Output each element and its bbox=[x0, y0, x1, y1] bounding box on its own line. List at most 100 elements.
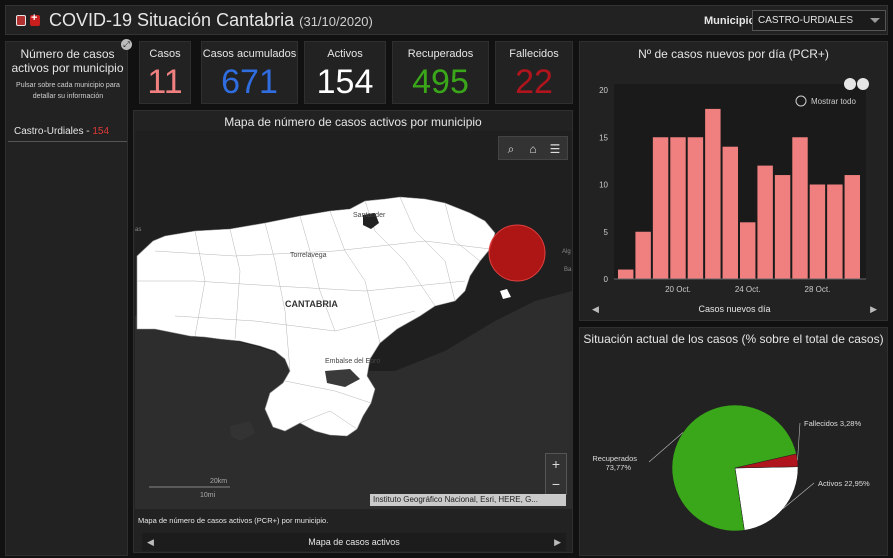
pie-label: Activos 22,95% bbox=[818, 479, 870, 488]
bar-chart: Mostrar todo 0 5 10 15 20 20 Oct. 24 Oct. 28 Oct… bbox=[599, 78, 869, 294]
municipio-select-value: CASTRO-URDIALES bbox=[758, 15, 854, 26]
municipio-list-panel: Número de casos activos por municipio ⤢ … bbox=[5, 39, 132, 556]
pie-leader-line bbox=[782, 482, 815, 509]
bar[interactable] bbox=[652, 137, 669, 279]
pie-slice[interactable] bbox=[671, 404, 797, 532]
municipio-select[interactable]: CASTRO-URDIALES bbox=[752, 10, 886, 31]
label-ba: Ba bbox=[564, 267, 572, 273]
label-cantabria: CANTABRIA bbox=[285, 299, 338, 309]
show-all-label[interactable]: Mostrar todo bbox=[811, 97, 856, 106]
list-title: Número de casos activos por municipio bbox=[11, 47, 124, 75]
bar[interactable] bbox=[687, 137, 704, 279]
pie-value-label: 73,77% bbox=[606, 463, 632, 472]
map-view[interactable]: Santander Torrelavega CANTABRIA Embalse … bbox=[135, 131, 572, 509]
next-arrow-icon[interactable]: ▶ bbox=[554, 537, 561, 547]
municipality-borders bbox=[137, 196, 491, 430]
map-canvas: Santander Torrelavega CANTABRIA Embalse … bbox=[135, 131, 572, 509]
y-tick-label: 5 bbox=[604, 228, 609, 237]
home-icon[interactable]: ⌂ bbox=[529, 142, 537, 156]
zoom-controls: + − bbox=[545, 453, 567, 495]
header-bar: COVID-19 Situación Cantabria (31/10/2020… bbox=[5, 5, 888, 35]
kpi-activos: Activos 154 bbox=[304, 41, 386, 104]
label-as: as bbox=[135, 227, 141, 233]
label-alg: Alg bbox=[562, 249, 571, 255]
scale-km: 20km bbox=[210, 478, 227, 485]
kpi-casos-acumulados: Casos acumulados 671 bbox=[201, 41, 298, 104]
y-tick-label: 10 bbox=[599, 181, 608, 190]
map-title: Mapa de número de casos activos por muni… bbox=[224, 115, 482, 129]
map-caption: Mapa de número de casos activos (PCR+) p… bbox=[138, 516, 329, 525]
label-santander: Santander bbox=[353, 212, 386, 219]
active-cases-bubble[interactable] bbox=[488, 224, 546, 282]
bar[interactable] bbox=[740, 222, 756, 279]
bar[interactable] bbox=[670, 137, 686, 279]
x-tick-label: 28 Oct. bbox=[805, 285, 831, 294]
search-icon[interactable]: ⌕ bbox=[507, 142, 515, 156]
title-text: COVID-19 Situación Cantabria bbox=[49, 10, 295, 30]
zoom-out-button[interactable]: − bbox=[551, 476, 561, 492]
map-attribution[interactable]: Instituto Geográfico Nacional, Esri, HER… bbox=[370, 494, 566, 506]
embalse-water bbox=[325, 369, 360, 387]
kpi-fallecidos: Fallecidos 22 bbox=[495, 41, 573, 104]
bar[interactable] bbox=[618, 269, 634, 279]
scale-mi: 10mi bbox=[200, 492, 216, 499]
bar-chart-nav-label: Casos nuevos día bbox=[698, 304, 771, 314]
kpi-label: Activos bbox=[327, 48, 363, 60]
bar[interactable] bbox=[844, 175, 860, 279]
bar[interactable] bbox=[705, 108, 721, 280]
list-item-name: Castro-Urdiales - bbox=[14, 126, 93, 137]
pie-label: Recuperados bbox=[592, 454, 637, 463]
bar[interactable] bbox=[774, 175, 791, 279]
title-date: (31/10/2020) bbox=[299, 14, 373, 29]
kpi-recuperados: Recuperados 495 bbox=[392, 41, 489, 104]
chevron-down-icon bbox=[870, 18, 880, 23]
pie-leader-line bbox=[648, 432, 684, 463]
kpi-value: 671 bbox=[221, 63, 278, 101]
zoom-out-icon[interactable] bbox=[795, 95, 807, 107]
kpi-label: Casos acumulados bbox=[202, 48, 297, 60]
bar-chart-nav: ◀ Casos nuevos día ▶ bbox=[586, 301, 883, 318]
lake-shape bbox=[230, 421, 255, 441]
cantabria-region[interactable] bbox=[136, 196, 496, 437]
bar[interactable] bbox=[757, 165, 773, 279]
pie-chart-panel: Situación actual de los casos (% sobre e… bbox=[579, 327, 888, 556]
pie-leader-line bbox=[797, 422, 801, 461]
y-tick-label: 20 bbox=[599, 86, 608, 95]
cantabria-flag-icon bbox=[16, 15, 26, 26]
prev-arrow-icon[interactable]: ◀ bbox=[592, 304, 599, 314]
bar[interactable] bbox=[635, 231, 651, 279]
kpi-label: Recuperados bbox=[407, 48, 474, 60]
bar[interactable] bbox=[722, 146, 738, 279]
x-tick-label: 20 Oct. bbox=[665, 285, 691, 294]
health-cross-icon bbox=[30, 12, 40, 26]
pie-label: Fallecidos 3,28% bbox=[804, 419, 861, 428]
kpi-value: 154 bbox=[316, 63, 374, 101]
y-tick-label: 15 bbox=[599, 133, 608, 142]
x-tick-label: 24 Oct. bbox=[735, 285, 761, 294]
bar[interactable] bbox=[827, 184, 843, 280]
zoom-in-button[interactable]: + bbox=[551, 456, 561, 472]
small-coast-shape bbox=[500, 289, 511, 299]
municipio-label: Municipio bbox=[704, 15, 756, 27]
kpi-value: 495 bbox=[412, 63, 469, 101]
list-item[interactable]: Castro-Urdiales - 154 bbox=[8, 122, 127, 142]
prev-arrow-icon[interactable]: ◀ bbox=[147, 537, 154, 547]
legend-list-icon[interactable]: ☰ bbox=[549, 142, 561, 156]
map-nav-label: Mapa de casos activos bbox=[308, 537, 400, 547]
label-torrelavega: Torrelavega bbox=[290, 252, 327, 259]
next-arrow-icon[interactable]: ▶ bbox=[870, 304, 877, 314]
list-item-value: 154 bbox=[92, 126, 110, 137]
map-toolbar: ⌕ ⌂ ☰ bbox=[498, 136, 568, 160]
kpi-label: Casos bbox=[149, 48, 181, 60]
pie-chart-title: Situación actual de los casos (% sobre e… bbox=[583, 332, 884, 346]
expand-icon[interactable]: ⤢ bbox=[121, 39, 132, 50]
pause-icon[interactable] bbox=[844, 78, 856, 90]
bar[interactable] bbox=[809, 184, 826, 280]
kpi-label: Fallecidos bbox=[509, 48, 559, 60]
bar[interactable] bbox=[792, 137, 808, 279]
page-title: COVID-19 Situación Cantabria (31/10/2020… bbox=[49, 10, 373, 31]
expand-chart-icon[interactable] bbox=[857, 78, 869, 90]
map-panel: Mapa de número de casos activos por muni… bbox=[133, 110, 573, 553]
pie-slice[interactable] bbox=[734, 466, 799, 531]
